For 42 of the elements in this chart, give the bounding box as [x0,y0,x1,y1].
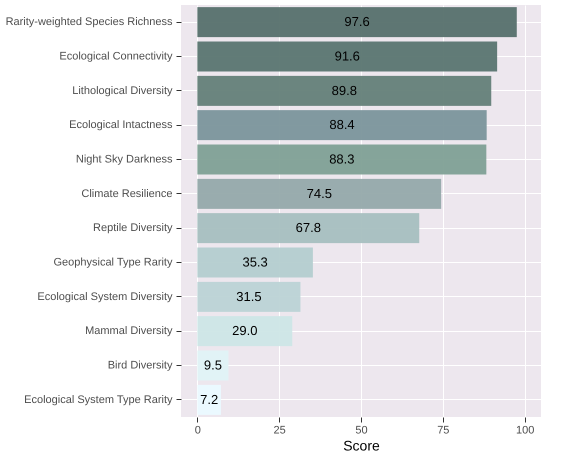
data-label: 35.3 [242,254,268,270]
y-tick-label: Bird Diversity [108,360,173,372]
bar [197,213,420,244]
bar [197,110,487,140]
y-tick-label: Ecological System Diversity [37,290,173,303]
bar [197,248,313,278]
data-label: 7.2 [200,392,218,407]
bar [197,282,300,312]
x-tick-label: 75 [437,424,450,436]
bar [197,76,492,106]
bar [197,350,228,380]
data-label: 74.5 [306,186,332,201]
bar [197,144,486,174]
y-tick-label: Reptile Diversity [93,222,173,234]
bar [197,7,517,38]
x-tick-label: 0 [194,424,201,436]
bar [197,316,292,346]
data-label: 67.8 [296,220,321,236]
y-tick-label: Climate Resilience [81,188,172,200]
y-tick-label: Lithological Diversity [72,84,173,97]
data-label: 9.5 [204,358,222,372]
data-label: 97.6 [344,14,370,30]
data-label: 89.8 [332,82,357,98]
y-tick-label: Ecological Connectivity [59,50,173,62]
bar [197,178,442,209]
data-label: 88.3 [329,152,355,166]
bar [197,42,498,72]
y-tick-label: Rarity-weighted Species Richness [6,16,173,28]
x-tick-label: 100 [516,424,534,436]
y-tick-label: Mammal Diversity [85,325,173,338]
y-tick-label: Ecological Intactness [69,119,173,132]
data-label: 88.4 [329,117,355,132]
data-label: 29.0 [232,323,258,338]
y-tick-label: Night Sky Darkness [76,154,173,166]
bar [197,384,221,415]
y-tick-label: Geophysical Type Rarity [53,256,173,268]
data-label: 91.6 [334,48,360,64]
x-tick-label: 25 [274,424,286,436]
data-label: 31.5 [236,288,262,304]
y-tick-label: Ecological System Type Rarity [24,394,173,406]
x-tick-label: 50 [355,424,368,436]
x-axis-title: Score [343,438,380,454]
